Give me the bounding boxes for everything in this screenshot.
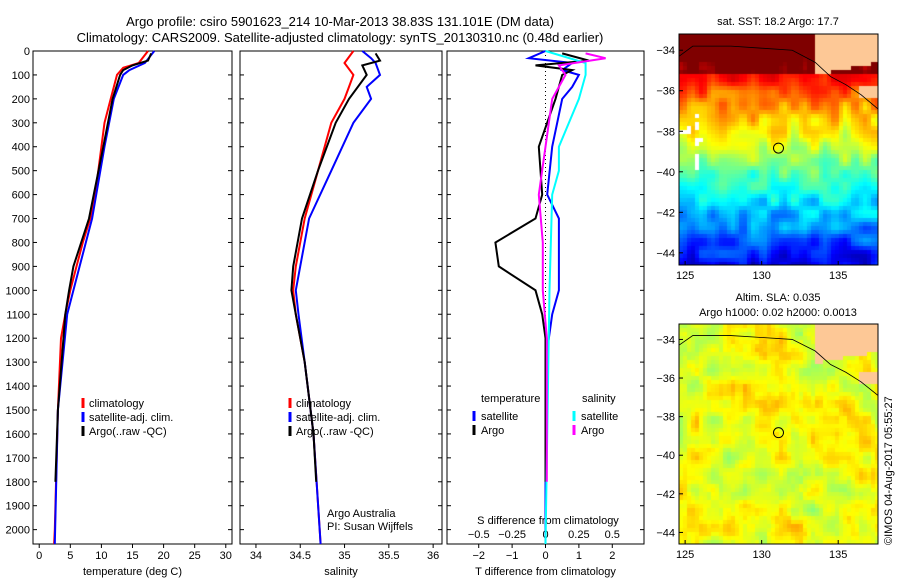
legend-header-temperature: temperature xyxy=(481,393,540,405)
x-tick-label: 0 xyxy=(36,550,42,562)
y-tick-label: 200 xyxy=(12,94,30,106)
y-tick-label: 300 xyxy=(12,118,30,130)
y-tick-label: 1800 xyxy=(6,477,30,489)
x-tick-label: 10 xyxy=(95,550,107,562)
y-tick-label: 1500 xyxy=(6,405,30,417)
y-tick-label: 1300 xyxy=(6,357,30,369)
y-tick-label: 1700 xyxy=(6,453,30,465)
x-tick-label: 0 xyxy=(542,550,548,562)
y-tick-label: 1600 xyxy=(6,429,30,441)
temperature-frame xyxy=(32,50,233,545)
legend-label: satellite xyxy=(481,411,518,423)
y-tick-label: 2000 xyxy=(6,525,30,537)
legend-header-salinity: salinity xyxy=(582,393,616,405)
x-tick-label: 2 xyxy=(609,550,615,562)
y-tick-label: 1100 xyxy=(6,309,30,321)
y-tick-label: 1900 xyxy=(6,501,30,513)
x-tick-label: 30 xyxy=(220,550,232,562)
pi-text: PI: Susan Wijffels xyxy=(327,521,413,533)
series-climatology xyxy=(292,50,355,545)
y-tick-label: 1400 xyxy=(6,381,30,393)
x-tick-label: 25 xyxy=(189,550,201,562)
y-tick-label: 900 xyxy=(12,261,30,273)
sla-map-title-2: Argo h1000: 0.02 h2000: 0.0013 xyxy=(699,307,857,319)
y-tick-label: 400 xyxy=(12,142,30,154)
x-tick-label: 35.5 xyxy=(378,550,399,562)
y-tick-label: 600 xyxy=(12,190,30,202)
series-satellite-adj-clim- xyxy=(294,50,382,545)
title-line-1: Argo profile: csiro 5901623_214 10-Mar-2… xyxy=(126,14,554,29)
series-s-satellite xyxy=(544,50,587,545)
s-tick-label: 0.25 xyxy=(568,529,589,541)
legend-label: Argo(..raw -QC) xyxy=(296,426,374,438)
legend-label: climatology xyxy=(89,398,145,410)
series-climatology xyxy=(53,50,149,545)
x-tick-label: 20 xyxy=(157,550,169,562)
sst-map-title: sat. SST: 18.2 Argo: 17.7 xyxy=(717,16,839,28)
x-tick-label: −2 xyxy=(472,550,485,562)
legend-label: satellite xyxy=(581,411,618,423)
s-axis-label: S difference from climatology xyxy=(477,515,619,527)
x-tick-label: 1 xyxy=(576,550,582,562)
legend-label: satellite-adj. clim. xyxy=(89,412,173,424)
x-tick-label: 34.5 xyxy=(290,550,311,562)
series-argo-raw-qc- xyxy=(54,52,153,482)
y-tick-label: 1000 xyxy=(6,285,30,297)
legend-label: Argo(..raw -QC) xyxy=(89,426,167,438)
sst-map-canvas xyxy=(679,34,878,265)
legend-label: Argo xyxy=(481,425,504,437)
series-s-argo xyxy=(537,52,606,482)
y-tick-label: 700 xyxy=(12,214,30,226)
series-t-satellite xyxy=(524,50,581,544)
series-argo-raw-qc- xyxy=(290,52,382,482)
series-satellite-adj-clim- xyxy=(53,50,156,545)
timestamp-stamp: ©IMOS 04-Aug-2017 05:55:27 xyxy=(883,396,895,545)
salinity-xlabel: salinity xyxy=(324,566,358,578)
series-t-argo xyxy=(494,52,590,482)
sla-map-canvas xyxy=(679,324,878,544)
s-tick-label: −0.25 xyxy=(498,529,526,541)
legend-label: Argo xyxy=(581,425,604,437)
y-tick-label: 800 xyxy=(12,237,30,249)
title-line-2: Climatology: CARS2009. Satellite-adjuste… xyxy=(77,30,604,45)
temperature-xlabel: temperature (deg C) xyxy=(83,566,182,578)
y-tick-label: 0 xyxy=(24,46,30,58)
credit-text: Argo Australia xyxy=(327,508,396,520)
s-tick-label: −0.5 xyxy=(468,529,490,541)
sla-map-title-1: Altim. SLA: 0.035 xyxy=(736,292,821,304)
salinity-frame xyxy=(239,50,443,545)
y-tick-label: 1200 xyxy=(6,333,30,345)
y-tick-label: 500 xyxy=(12,166,30,178)
x-tick-label: 15 xyxy=(126,550,138,562)
legend-label: satellite-adj. clim. xyxy=(296,412,380,424)
s-tick-label: 0.5 xyxy=(605,529,620,541)
x-tick-label: 35 xyxy=(338,550,350,562)
legend-label: climatology xyxy=(296,398,352,410)
differences-xlabel: T difference from climatology xyxy=(475,566,616,578)
x-tick-label: 5 xyxy=(67,550,73,562)
x-tick-label: −1 xyxy=(506,550,519,562)
x-tick-label: 36 xyxy=(427,550,439,562)
x-tick-label: 34 xyxy=(250,550,262,562)
y-tick-label: 100 xyxy=(12,70,30,82)
